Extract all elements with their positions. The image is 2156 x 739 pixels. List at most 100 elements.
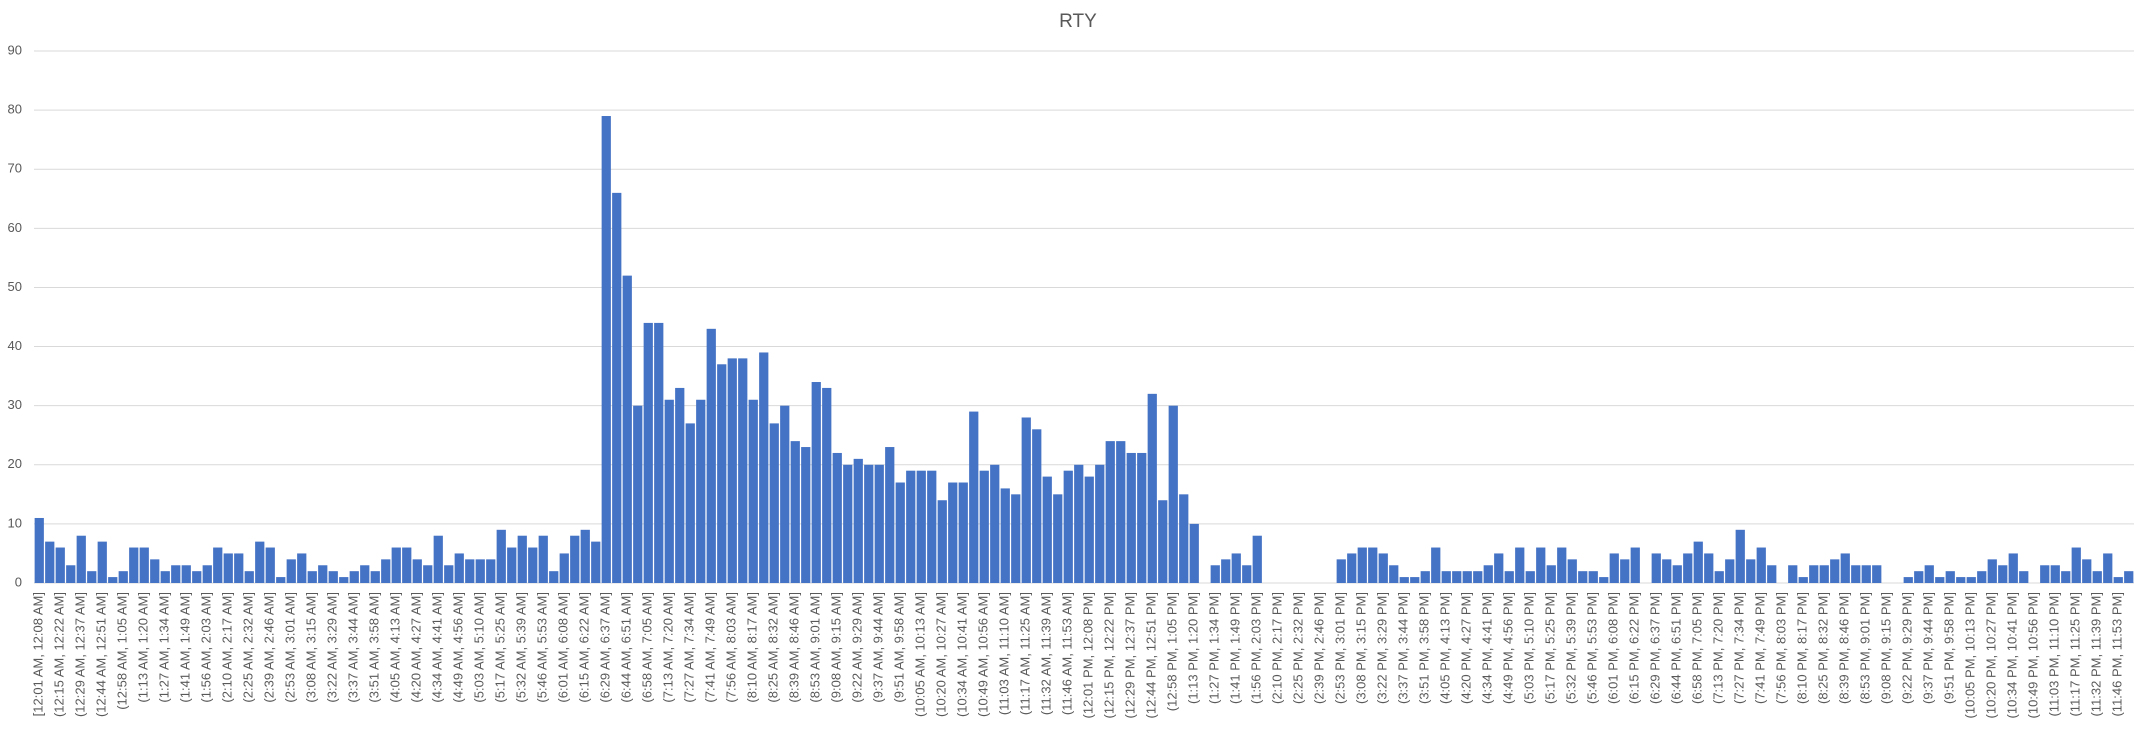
- x-tick-label: (2:10 AM, 2:17 AM]: [220, 592, 235, 703]
- x-tick-label: (6:44 PM, 6:51 PM]: [1669, 592, 1684, 704]
- y-tick-label: 50: [8, 279, 22, 294]
- bar: [55, 547, 65, 583]
- x-tick-label: (12:15 AM, 12:22 AM]: [52, 592, 67, 717]
- bar: [979, 470, 989, 583]
- bar: [916, 470, 926, 583]
- bar: [1494, 553, 1504, 583]
- bar: [2061, 571, 2071, 583]
- x-tick-label: (11:17 AM, 11:25 AM]: [1018, 592, 1033, 715]
- bar: [1431, 547, 1441, 583]
- bar: [349, 571, 359, 583]
- bar: [318, 565, 328, 583]
- bar: [1126, 452, 1136, 583]
- bar: [832, 452, 842, 583]
- bar: [202, 565, 212, 583]
- bar: [1210, 565, 1220, 583]
- x-tick-label: (5:46 PM, 5:53 PM]: [1585, 592, 1600, 704]
- x-tick-label: (10:05 AM, 10:13 AM]: [913, 592, 928, 717]
- bar: [1956, 577, 1966, 583]
- bar: [517, 535, 527, 583]
- bar: [727, 358, 737, 583]
- x-tick-label: (3:51 PM, 3:58 PM]: [1417, 592, 1432, 704]
- bar: [2113, 577, 2123, 583]
- bar: [454, 553, 464, 583]
- bar: [66, 565, 76, 583]
- bar: [1935, 577, 1945, 583]
- bar: [1704, 553, 1714, 583]
- bar: [822, 387, 832, 583]
- bar: [811, 382, 821, 583]
- x-tick-label: (8:39 PM, 8:46 PM]: [1837, 592, 1852, 704]
- bar: [601, 116, 611, 584]
- x-tick-label: (11:03 AM, 11:10 AM]: [997, 592, 1012, 715]
- bar: [664, 399, 674, 583]
- bar: [213, 547, 223, 583]
- bar: [108, 577, 118, 583]
- x-tick-label: (7:41 PM, 7:49 PM]: [1753, 592, 1768, 704]
- x-tick-label: (12:44 PM, 12:51 PM]: [1144, 592, 1159, 718]
- bar: [633, 405, 643, 583]
- bar: [1347, 553, 1357, 583]
- bar: [1095, 464, 1105, 583]
- bar: [1914, 571, 1924, 583]
- bar: [1630, 547, 1640, 583]
- bar: [1767, 565, 1777, 583]
- x-tick-label: (10:49 AM, 10:56 AM]: [976, 592, 991, 717]
- bar: [538, 535, 548, 583]
- y-tick-label: 60: [8, 220, 22, 235]
- x-tick-label: (6:58 AM, 7:05 AM]: [640, 592, 655, 703]
- bar: [139, 547, 149, 583]
- bar: [1714, 571, 1724, 583]
- x-tick-label: (11:32 AM, 11:39 AM]: [1039, 592, 1054, 715]
- bar: [1179, 494, 1189, 583]
- y-tick-label: 80: [8, 102, 22, 117]
- x-tick-label: (2:25 AM, 2:32 AM]: [241, 592, 256, 703]
- bar: [444, 565, 454, 583]
- x-tick-label: (7:56 AM, 8:03 AM]: [724, 592, 739, 703]
- bar: [1788, 565, 1798, 583]
- x-tick-label: (3:51 AM, 3:58 AM]: [367, 592, 382, 703]
- bar: [1861, 565, 1871, 583]
- x-tick-label: (8:53 PM, 9:01 PM]: [1858, 592, 1873, 704]
- bar: [1830, 559, 1840, 583]
- x-tick-label: (12:29 PM, 12:37 PM]: [1123, 592, 1138, 718]
- bar: [1609, 553, 1619, 583]
- bar: [1840, 553, 1850, 583]
- bar: [1504, 571, 1514, 583]
- bar: [1231, 553, 1241, 583]
- x-tick-label: (8:10 PM, 8:17 PM]: [1795, 592, 1810, 704]
- bar: [265, 547, 275, 583]
- bar: [1809, 565, 1819, 583]
- bar: [402, 547, 412, 583]
- x-tick-label: (3:37 AM, 3:44 AM]: [346, 592, 361, 703]
- bar: [2040, 565, 2050, 583]
- bar: [1452, 571, 1462, 583]
- x-tick-label: (10:20 PM, 10:27 PM]: [1984, 592, 1999, 718]
- x-tick-label: (3:22 PM, 3:29 PM]: [1375, 592, 1390, 704]
- bar: [717, 364, 727, 583]
- bar: [643, 322, 653, 583]
- x-tick-label: (5:32 AM, 5:39 AM]: [514, 592, 529, 703]
- bar: [1462, 571, 1472, 583]
- x-tick-label: (1:41 AM, 1:49 AM]: [178, 592, 193, 703]
- bar: [1158, 500, 1168, 583]
- bar: [276, 577, 286, 583]
- x-tick-label: (6:15 AM, 6:22 AM]: [577, 592, 592, 703]
- bar: [1378, 553, 1388, 583]
- bar: [570, 535, 580, 583]
- bar: [244, 571, 254, 583]
- x-tick-label: (2:39 PM, 2:46 PM]: [1312, 592, 1327, 704]
- x-tick-label: (5:03 AM, 5:10 AM]: [472, 592, 487, 703]
- x-tick-label: (6:29 AM, 6:37 AM]: [598, 592, 613, 703]
- x-tick-label: (11:32 PM, 11:39 PM]: [2089, 592, 2104, 717]
- bar: [1725, 559, 1735, 583]
- bar: [1903, 577, 1913, 583]
- bar: [1651, 553, 1661, 583]
- bar: [339, 577, 349, 583]
- bar: [1672, 565, 1682, 583]
- bar: [1473, 571, 1483, 583]
- bar: [2050, 565, 2060, 583]
- x-tick-label: (7:27 PM, 7:34 PM]: [1732, 592, 1747, 704]
- bar: [1053, 494, 1063, 583]
- bar: [1662, 559, 1672, 583]
